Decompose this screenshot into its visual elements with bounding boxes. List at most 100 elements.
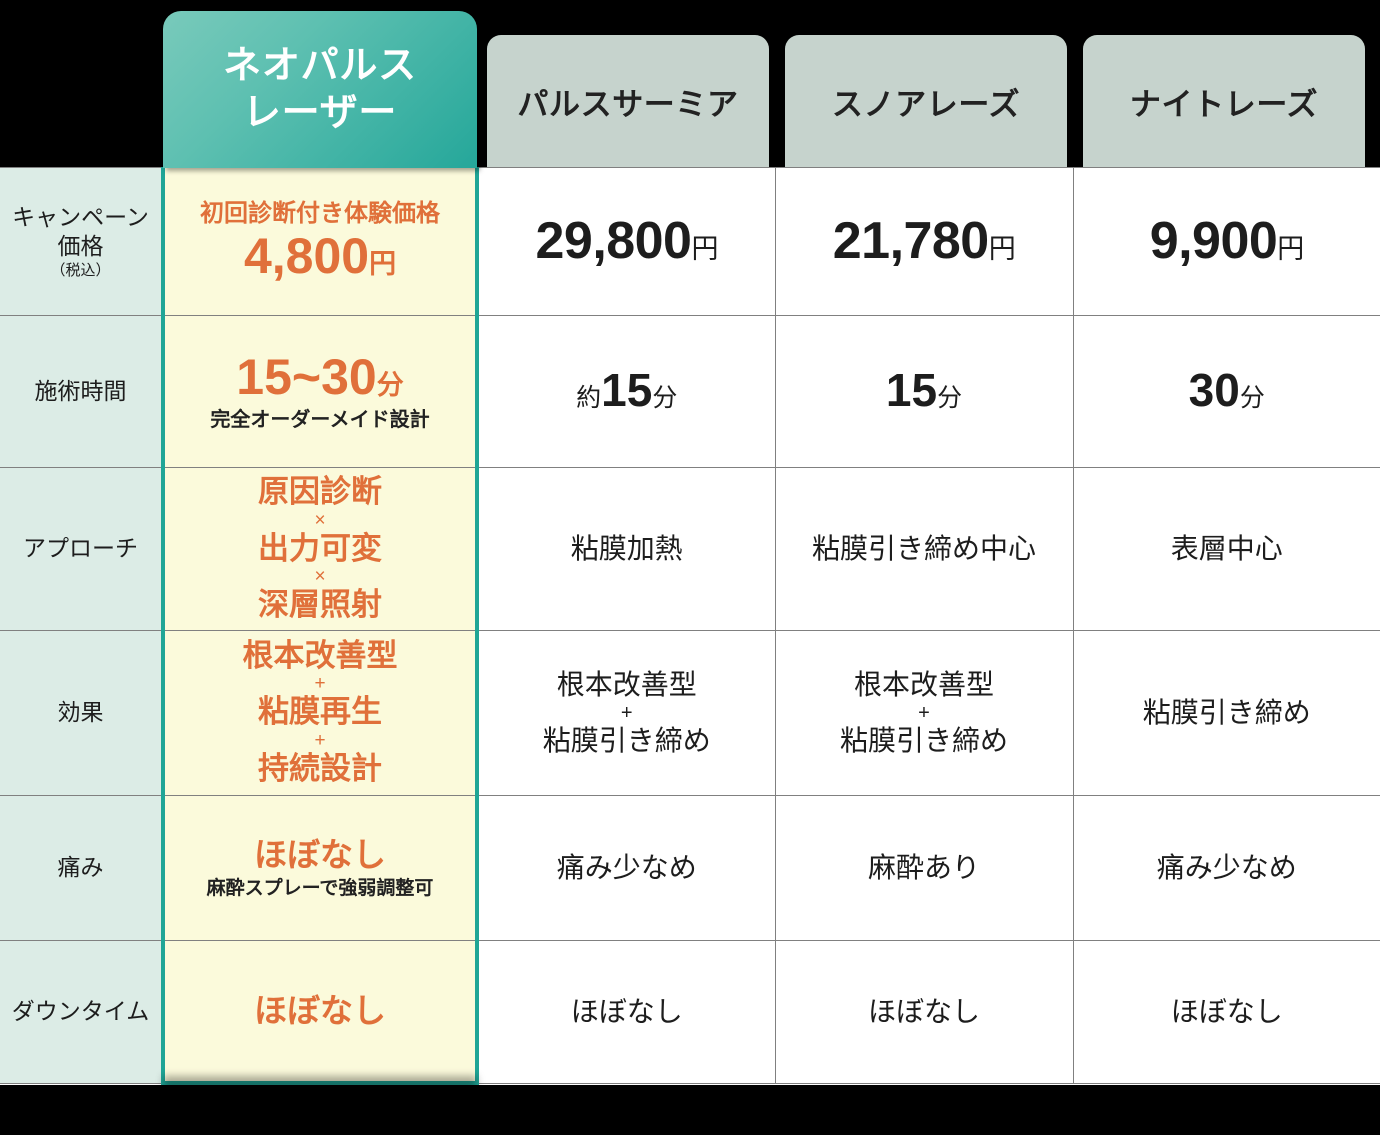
table-row: キャンペーン 価格 （税込） 初回診断付き体験価格 4,800円 29,800円… bbox=[0, 167, 1380, 316]
cell-snorelase-treatment-time: 15分 bbox=[774, 315, 1074, 468]
downtime-text: ほぼなし bbox=[780, 994, 1069, 1030]
featured-column-shadow bbox=[163, 1076, 477, 1098]
table-row: 施術時間 15~30分 完全オーダーメイド設計 約15分 15分 30分 bbox=[0, 315, 1380, 468]
approach-text: 表層中心 bbox=[1078, 531, 1377, 567]
table-row: 痛み ほぼなし 麻酔スプレーで強弱調整可 痛み少なめ 麻酔あり bbox=[0, 794, 1380, 941]
table-row: ダウンタイム ほぼなし ほぼなし ほぼなし ほぼなし bbox=[0, 939, 1380, 1086]
featured-time-value: 15~30分 bbox=[169, 350, 471, 405]
featured-effect-line-2: 粘膜再生 bbox=[258, 694, 382, 730]
table-row: 効果 根本改善型 + 粘膜再生 + 持続設計 根本改善型 + 粘膜引き bbox=[0, 629, 1380, 796]
featured-pain-note: 麻酔スプレーで強弱調整可 bbox=[206, 877, 434, 899]
cell-nightlase-approach: 表層中心 bbox=[1072, 467, 1380, 631]
cell-featured-downtime: ほぼなし bbox=[161, 939, 479, 1086]
duration-number: 15 bbox=[885, 364, 938, 417]
pain-text: 痛み少なめ bbox=[483, 850, 771, 886]
duration-prefix: 約 bbox=[576, 384, 602, 413]
effect-text: 粘膜引き締め bbox=[1078, 695, 1377, 731]
price-number: 21,780 bbox=[832, 212, 989, 271]
approach-text: 粘膜加熱 bbox=[483, 531, 771, 567]
column-header-nightlase[interactable]: ナイトレーズ bbox=[1083, 35, 1365, 168]
column-header-label-line2: レーザー bbox=[242, 91, 398, 134]
column-header-label: パルスサーミア bbox=[517, 87, 739, 122]
downtime-line-1: ほぼなし bbox=[867, 995, 980, 1027]
cell-snorelase-downtime: ほぼなし bbox=[774, 939, 1074, 1084]
featured-time-unit: 分 bbox=[376, 370, 404, 400]
column-header-label: ナイトレーズ bbox=[1129, 87, 1319, 122]
featured-approach-operator-2: × bbox=[314, 566, 326, 588]
cell-featured-campaign-price: 初回診断付き体験価格 4,800円 bbox=[161, 167, 479, 316]
featured-approach-line-1: 原因診断 bbox=[258, 474, 382, 509]
downtime-text: ほぼなし bbox=[1078, 994, 1377, 1030]
duration-value: 15分 bbox=[886, 364, 962, 416]
effect-operator: + bbox=[918, 701, 930, 724]
effect-operator: + bbox=[620, 701, 633, 724]
featured-effect-stack: 根本改善型 + 粘膜再生 + 持続設計 bbox=[169, 638, 471, 788]
duration-value: 約15分 bbox=[576, 364, 677, 416]
cell-snorelase-campaign-price: 21,780円 bbox=[774, 167, 1074, 316]
column-header-pulse-thermia[interactable]: パルスサーミア bbox=[487, 35, 769, 168]
cell-nightlase-campaign-price: 9,900円 bbox=[1072, 167, 1380, 316]
price-value: 21,780円 bbox=[832, 212, 1016, 271]
effect-text: 根本改善型 + 粘膜引き締め bbox=[780, 667, 1069, 759]
row-header-approach: アプローチ bbox=[0, 467, 164, 631]
effect-line-1: 根本改善型 bbox=[556, 668, 697, 700]
row-header-line1: 痛み bbox=[57, 854, 104, 881]
row-header-line1: 効果 bbox=[57, 699, 104, 726]
effect-text: 根本改善型 + 粘膜引き締め bbox=[483, 667, 771, 759]
row-header-downtime: ダウンタイム bbox=[0, 939, 164, 1084]
table-row: アプローチ 原因診断 × 出力可変 × 深層照射 粘膜加熱 bbox=[0, 467, 1380, 631]
pain-text: 痛み少なめ bbox=[1078, 850, 1377, 886]
column-header-label: スノアレーズ bbox=[831, 87, 1021, 122]
price-value: 29,800円 bbox=[536, 212, 719, 270]
cell-pulse-thermia-pain: 痛み少なめ bbox=[476, 794, 776, 941]
column-header-neopulse-laser[interactable]: ネオパルス レーザー bbox=[163, 11, 477, 168]
featured-price-caption: 初回診断付き体験価格 bbox=[200, 200, 440, 227]
row-header-line2: 価格 bbox=[57, 232, 104, 259]
cell-featured-pain: ほぼなし 麻酔スプレーで強弱調整可 bbox=[161, 794, 479, 941]
cell-nightlase-effect: 粘膜引き締め bbox=[1072, 629, 1380, 796]
row-header-line1: ダウンタイム bbox=[11, 998, 150, 1025]
cell-pulse-thermia-downtime: ほぼなし bbox=[476, 939, 776, 1084]
featured-price-unit: 円 bbox=[369, 249, 397, 279]
cell-nightlase-downtime: ほぼなし bbox=[1072, 939, 1380, 1084]
featured-time-note: 完全オーダーメイド設計 bbox=[210, 409, 430, 431]
pain-line-1: 痛み少なめ bbox=[556, 851, 697, 883]
featured-effect-line-1: 根本改善型 bbox=[242, 637, 398, 673]
downtime-text: ほぼなし bbox=[483, 994, 771, 1030]
cell-featured-effect: 根本改善型 + 粘膜再生 + 持続設計 bbox=[161, 629, 479, 796]
featured-effect-line-3: 持続設計 bbox=[258, 750, 382, 786]
cell-snorelase-pain: 麻酔あり bbox=[774, 794, 1074, 941]
cell-pulse-thermia-campaign-price: 29,800円 bbox=[476, 167, 776, 316]
featured-effect-operator-2: + bbox=[314, 729, 326, 751]
price-number: 9,900 bbox=[1149, 212, 1278, 271]
cell-snorelase-approach: 粘膜引き締め中心 bbox=[774, 467, 1074, 631]
featured-approach-line-3: 深層照射 bbox=[258, 587, 382, 623]
price-unit: 円 bbox=[1277, 234, 1304, 265]
duration-unit: 分 bbox=[1239, 384, 1265, 413]
duration-number: 30 bbox=[1188, 364, 1240, 417]
featured-price-number: 4,800 bbox=[243, 228, 370, 284]
cell-pulse-thermia-approach: 粘膜加熱 bbox=[476, 467, 776, 631]
cell-featured-approach: 原因診断 × 出力可変 × 深層照射 bbox=[161, 467, 479, 631]
row-header-line1: 施術時間 bbox=[34, 378, 127, 405]
column-header-snorelase[interactable]: スノアレーズ bbox=[785, 35, 1067, 168]
duration-unit: 分 bbox=[652, 384, 678, 413]
approach-line-1: 粘膜引き締め中心 bbox=[811, 532, 1036, 564]
cell-featured-treatment-time: 15~30分 完全オーダーメイド設計 bbox=[161, 315, 479, 468]
table-header-row: ネオパルス レーザー パルスサーミア スノアレーズ ナイトレーズ bbox=[0, 0, 1380, 168]
cell-nightlase-treatment-time: 30分 bbox=[1072, 315, 1380, 468]
price-unit: 円 bbox=[988, 234, 1016, 265]
featured-approach-line-2: 出力可変 bbox=[258, 530, 382, 566]
duration-number: 15 bbox=[601, 364, 653, 417]
duration-unit: 分 bbox=[937, 384, 963, 413]
price-value: 9,900円 bbox=[1149, 212, 1305, 271]
column-header-label-line1: ネオパルス bbox=[223, 45, 417, 88]
pain-text: 麻酔あり bbox=[780, 850, 1069, 886]
cell-nightlase-pain: 痛み少なめ bbox=[1072, 794, 1380, 941]
effect-line-2: 粘膜引き締め bbox=[839, 724, 1008, 756]
effect-line-2: 粘膜引き締め bbox=[542, 724, 711, 756]
approach-text: 粘膜引き締め中心 bbox=[780, 531, 1069, 567]
comparison-table: キャンペーン 価格 （税込） 初回診断付き体験価格 4,800円 29,800円… bbox=[0, 167, 1380, 1086]
featured-time-number: 15~30 bbox=[236, 349, 377, 405]
pain-line-1: 痛み少なめ bbox=[1156, 851, 1297, 883]
